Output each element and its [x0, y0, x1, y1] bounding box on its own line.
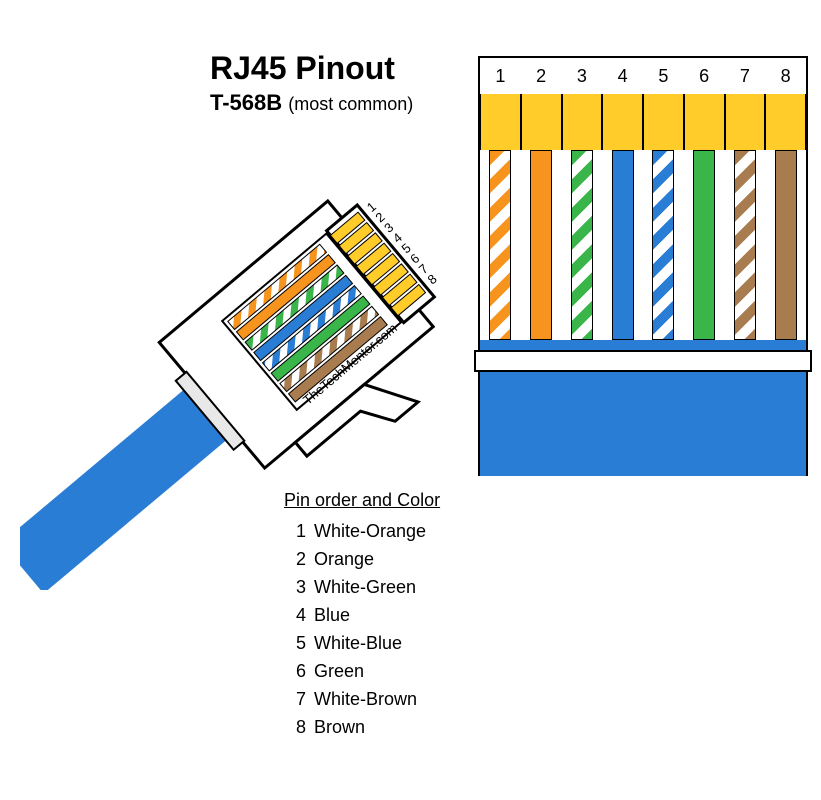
standard-label: T-568B: [210, 90, 282, 115]
pin-color-label: White-Blue: [314, 633, 402, 653]
pin-num: 5: [284, 629, 306, 657]
flat-wire: [734, 150, 756, 340]
pin-num: 3: [284, 573, 306, 601]
flat-wire-colors: [480, 150, 806, 340]
flat-wire: [775, 150, 797, 340]
pin-row: 7 White-Brown: [284, 685, 440, 713]
standard-note: (most common): [288, 94, 413, 114]
pin-color-label: Green: [314, 661, 364, 681]
page-title: RJ45 Pinout: [210, 50, 395, 87]
pin-color-label: Brown: [314, 717, 365, 737]
pin-color-label: Blue: [314, 605, 350, 625]
flat-pin-num: 8: [765, 58, 806, 94]
pin-row: 6 Green: [284, 657, 440, 685]
pin-row: 8 Brown: [284, 713, 440, 741]
pin-num: 6: [284, 657, 306, 685]
pin-color-label: White-Green: [314, 577, 416, 597]
flat-gold-contact: [684, 94, 725, 150]
flat-wire: [693, 150, 715, 340]
page-subtitle: T-568B (most common): [210, 90, 413, 116]
flat-clamp-band: [474, 350, 812, 372]
flat-gold-contact: [643, 94, 684, 150]
pin-num: 8: [284, 713, 306, 741]
flat-wire: [571, 150, 593, 340]
flat-wire: [652, 150, 674, 340]
flat-wire: [489, 150, 511, 340]
plug-pin-num: 8: [425, 271, 440, 287]
pin-color-label: Orange: [314, 549, 374, 569]
flat-wire: [612, 150, 634, 340]
pin-row: 1 White-Orange: [284, 517, 440, 545]
pin-num: 2: [284, 545, 306, 573]
flat-gold-contact: [602, 94, 643, 150]
pin-num: 7: [284, 685, 306, 713]
pin-order-list: Pin order and Color 1 White-Orange 2 Orange…: [284, 490, 440, 741]
pin-num: 1: [284, 517, 306, 545]
pin-color-label: White-Orange: [314, 521, 426, 541]
flat-pin-num: 5: [643, 58, 684, 94]
pin-color-label: White-Brown: [314, 689, 417, 709]
pin-row: 2 Orange: [284, 545, 440, 573]
flat-pin-num: 3: [562, 58, 603, 94]
flat-gold-contact: [725, 94, 766, 150]
flat-pin-num: 6: [684, 58, 725, 94]
flat-wire-diagram: 12345678: [478, 56, 808, 476]
pin-num: 4: [284, 601, 306, 629]
flat-pin-num: 1: [480, 58, 521, 94]
flat-wire: [530, 150, 552, 340]
pin-row: 3 White-Green: [284, 573, 440, 601]
pin-row: 4 Blue: [284, 601, 440, 629]
flat-gold-contact: [765, 94, 806, 150]
flat-gold-contact: [521, 94, 562, 150]
pin-row: 5 White-Blue: [284, 629, 440, 657]
flat-pin-num: 4: [602, 58, 643, 94]
flat-pin-num: 2: [521, 58, 562, 94]
flat-gold-contact: [562, 94, 603, 150]
flat-gold-contacts: [480, 94, 806, 150]
list-heading: Pin order and Color: [284, 490, 440, 511]
flat-pin-numbers: 12345678: [480, 58, 806, 94]
flat-pin-num: 7: [725, 58, 766, 94]
